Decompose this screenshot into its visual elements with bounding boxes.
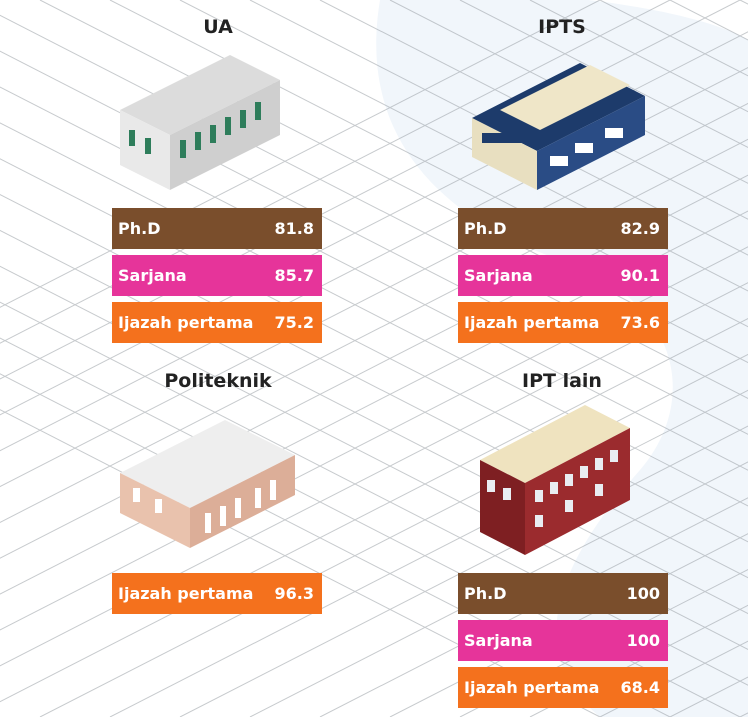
panel-title: IPT lain [442,370,682,392]
stat-label: Ijazah pertama [464,678,599,697]
panel-title: UA [98,16,338,38]
stat-label: Sarjana [464,631,533,650]
stat-value: 81.8 [275,219,314,238]
building-ua [115,35,285,195]
stat-label: Ijazah pertama [118,584,253,603]
stat-row: Ph.D 100 [458,573,668,614]
stat-value: 75.2 [275,313,314,332]
stat-value: 82.9 [621,219,660,238]
stat-value: 68.4 [621,678,660,697]
building-ipts [470,38,650,193]
stat-row: Ph.D 82.9 [458,208,668,249]
stat-value: 96.3 [275,584,314,603]
stat-row: Ph.D 81.8 [112,208,322,249]
stat-row: Sarjana 100 [458,620,668,661]
stat-label: Ijazah pertama [464,313,599,332]
stat-row: Sarjana 85.7 [112,255,322,296]
stat-row: Ijazah pertama 73.6 [458,302,668,343]
stat-label: Ijazah pertama [118,313,253,332]
stat-label: Sarjana [118,266,187,285]
page: {"panels": [ {"title": "UA", "rows": [ {… [0,0,748,717]
stat-value: 85.7 [275,266,314,285]
panel-title: Politeknik [98,370,338,392]
stat-value: 100 [627,631,660,650]
stat-row: Ijazah pertama 75.2 [112,302,322,343]
stat-value: 73.6 [621,313,660,332]
stat-row: Ijazah pertama 68.4 [458,667,668,708]
building-politeknik [115,408,305,553]
stat-label: Ph.D [464,219,506,238]
building-ipt-lain [475,390,635,560]
stat-value: 90.1 [621,266,660,285]
stat-label: Ph.D [118,219,160,238]
panel-title: IPTS [442,16,682,38]
stat-label: Ph.D [464,584,506,603]
stat-row: Sarjana 90.1 [458,255,668,296]
stat-value: 100 [627,584,660,603]
stat-row: Ijazah pertama 96.3 [112,573,322,614]
stat-label: Sarjana [464,266,533,285]
